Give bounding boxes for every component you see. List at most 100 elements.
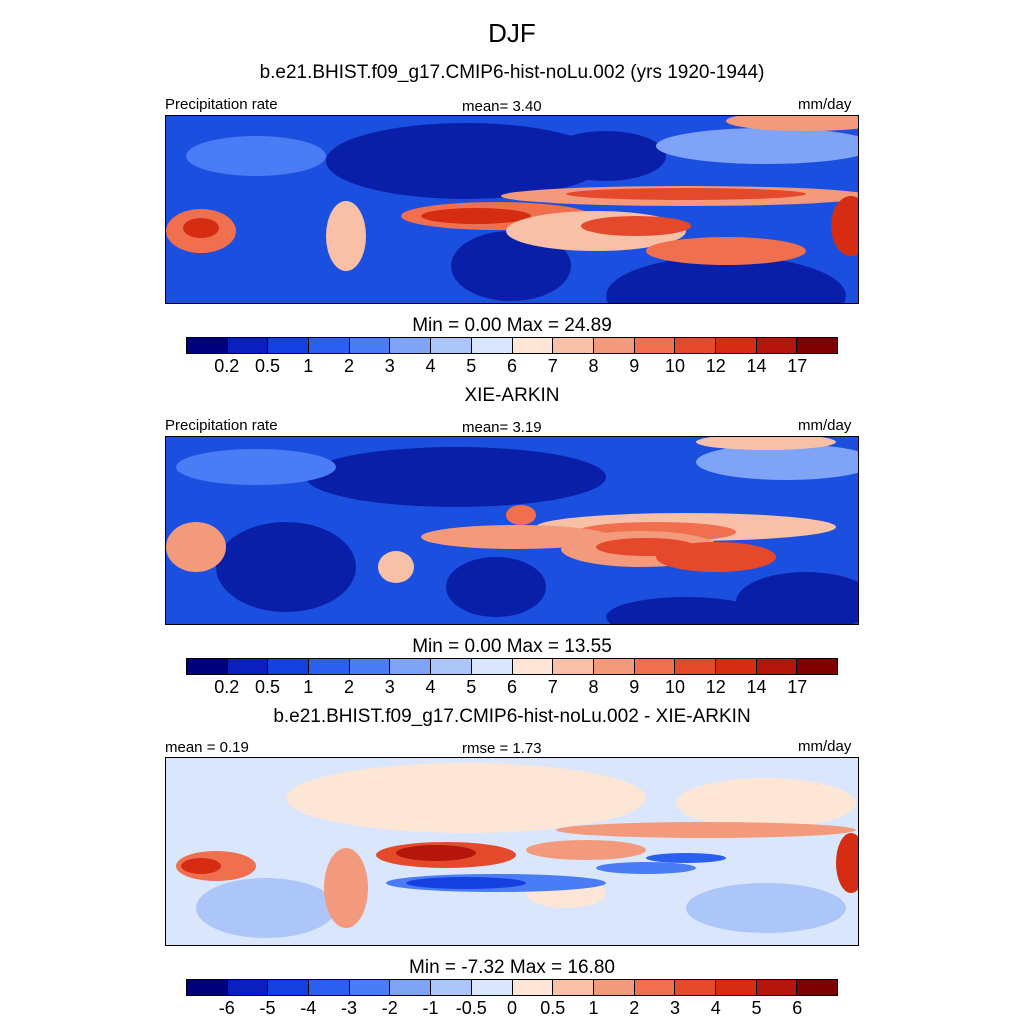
colorbar-swatch: [512, 980, 554, 995]
panel2-units-label: mm/day: [798, 417, 852, 434]
colorbar-swatch: [553, 980, 594, 995]
colorbar-swatch: [227, 980, 269, 995]
colorbar-tick-label: 6: [506, 356, 518, 376]
colorbar-tick-label: 17: [787, 356, 808, 376]
colorbar-swatch: [512, 338, 554, 353]
panel1-title: b.e21.BHIST.f09_g17.CMIP6-hist-noLu.002 …: [259, 62, 765, 83]
colorbar-tick-label: 9: [629, 356, 640, 376]
colorbar-tick-label: 17: [787, 677, 808, 697]
colorbar-tick-label: 1: [303, 677, 314, 697]
colorbar-swatch: [756, 980, 798, 995]
colorbar-tick-label: 10: [664, 677, 686, 697]
colorbar-swatch: [715, 659, 757, 674]
colorbar-tick-label: 4: [710, 998, 721, 1018]
colorbar-swatch: [349, 659, 391, 674]
colorbar-swatch: [797, 980, 837, 995]
colorbar-swatch: [187, 338, 228, 353]
colorbar-tick-label: 1: [588, 998, 599, 1018]
colorbar-swatch: [268, 980, 310, 995]
panel1-left-label: Precipitation rate: [165, 96, 278, 113]
colorbar-tick-label: 2: [343, 356, 355, 376]
colorbar-swatch: [471, 338, 513, 353]
colorbar-tick-label: 12: [705, 356, 726, 376]
panel1-map: [165, 115, 859, 304]
colorbar-tick-label: 9: [629, 677, 640, 697]
colorbar-tick-label: 0.5: [254, 677, 281, 697]
panel3-units-label: mm/day: [798, 738, 852, 755]
colorbar-tick-label: -3: [340, 998, 358, 1018]
colorbar-swatch: [756, 338, 798, 353]
colorbar-tick-label: 10: [664, 356, 686, 376]
colorbar-swatch: [553, 659, 594, 674]
colorbar-swatch: [309, 338, 350, 353]
colorbar-tick-label: 3: [384, 356, 395, 376]
colorbar-swatch: [675, 659, 716, 674]
colorbar-swatch: [431, 980, 472, 995]
colorbar-swatch: [593, 659, 635, 674]
colorbar-tick-label: 6: [792, 998, 803, 1018]
colorbar-tick-label: -1: [422, 998, 439, 1018]
colorbar-tick-label: 2: [629, 998, 640, 1018]
colorbar-tick-label: 12: [705, 677, 726, 697]
panel3-title: b.e21.BHIST.f09_g17.CMIP6-hist-noLu.002 …: [273, 706, 751, 727]
colorbar-swatch: [471, 980, 513, 995]
colorbar-swatch: [634, 980, 676, 995]
colorbar-tick-label: 0.5: [540, 998, 566, 1018]
colorbar-tick-label: 4: [425, 677, 436, 697]
colorbar-swatch: [187, 980, 228, 995]
colorbar-swatch: [797, 338, 837, 353]
colorbar-swatch: [349, 338, 391, 353]
colorbar-swatch: [593, 338, 635, 353]
colorbar-tick-label: -6: [218, 998, 235, 1018]
colorbar-tick-label: 7: [547, 677, 558, 697]
panel2-mean-label: mean= 3.19: [462, 419, 542, 436]
panel2-map: [165, 436, 859, 625]
panel3-map: [165, 757, 859, 946]
panel2-minmax: Min = 0.00 Max = 13.55: [412, 636, 612, 657]
panel2-left-label: Precipitation rate: [165, 417, 278, 434]
panel3-rmse-label: rmse = 1.73: [462, 740, 542, 757]
colorbar-swatch: [227, 338, 269, 353]
colorbar-swatch: [715, 338, 757, 353]
colorbar-swatch: [187, 659, 228, 674]
colorbar-swatch: [675, 980, 716, 995]
figure-title: DJF: [488, 18, 536, 48]
colorbar-tick-label: 0.5: [254, 356, 281, 376]
colorbar-swatch: [512, 659, 554, 674]
panel1-colorbar: [186, 337, 838, 354]
colorbar-tick-label: 5: [751, 998, 762, 1018]
colorbar-swatch: [349, 980, 391, 995]
colorbar-tick-label: 3: [384, 677, 395, 697]
colorbar-swatch: [268, 338, 310, 353]
colorbar-swatch: [227, 659, 269, 674]
colorbar-swatch: [593, 980, 635, 995]
colorbar-swatch: [390, 980, 432, 995]
colorbar-swatch: [756, 659, 798, 674]
colorbar-swatch: [309, 659, 350, 674]
colorbar-tick-label: 8: [588, 356, 599, 376]
colorbar-tick-label: -2: [381, 998, 398, 1018]
colorbar-swatch: [715, 980, 757, 995]
panel1-mean-label: mean= 3.40: [462, 98, 542, 115]
colorbar-tick-label: 5: [466, 356, 477, 376]
colorbar-swatch: [390, 659, 432, 674]
colorbar-tick-label: 6: [506, 677, 518, 697]
colorbar-tick-label: 8: [588, 677, 599, 697]
colorbar-tick-label: 3: [669, 998, 681, 1018]
colorbar-swatch: [797, 659, 837, 674]
colorbar-tick-label: 1: [303, 356, 314, 376]
colorbar-tick-label: 14: [746, 356, 767, 376]
panel2-title: XIE-ARKIN: [464, 385, 560, 406]
panel1-minmax: Min = 0.00 Max = 24.89: [412, 315, 612, 336]
colorbar-swatch: [268, 659, 310, 674]
colorbar-swatch: [309, 980, 350, 995]
colorbar-tick-label: -5: [259, 998, 276, 1018]
colorbar-swatch: [431, 659, 472, 674]
colorbar-swatch: [431, 338, 472, 353]
colorbar-tick-label: 0.2: [214, 677, 240, 697]
colorbar-tick-label: 0: [506, 998, 518, 1018]
colorbar-swatch: [390, 338, 432, 353]
colorbar-swatch: [675, 338, 716, 353]
colorbar-tick-label: 4: [425, 356, 436, 376]
panel1-units-label: mm/day: [798, 96, 852, 113]
